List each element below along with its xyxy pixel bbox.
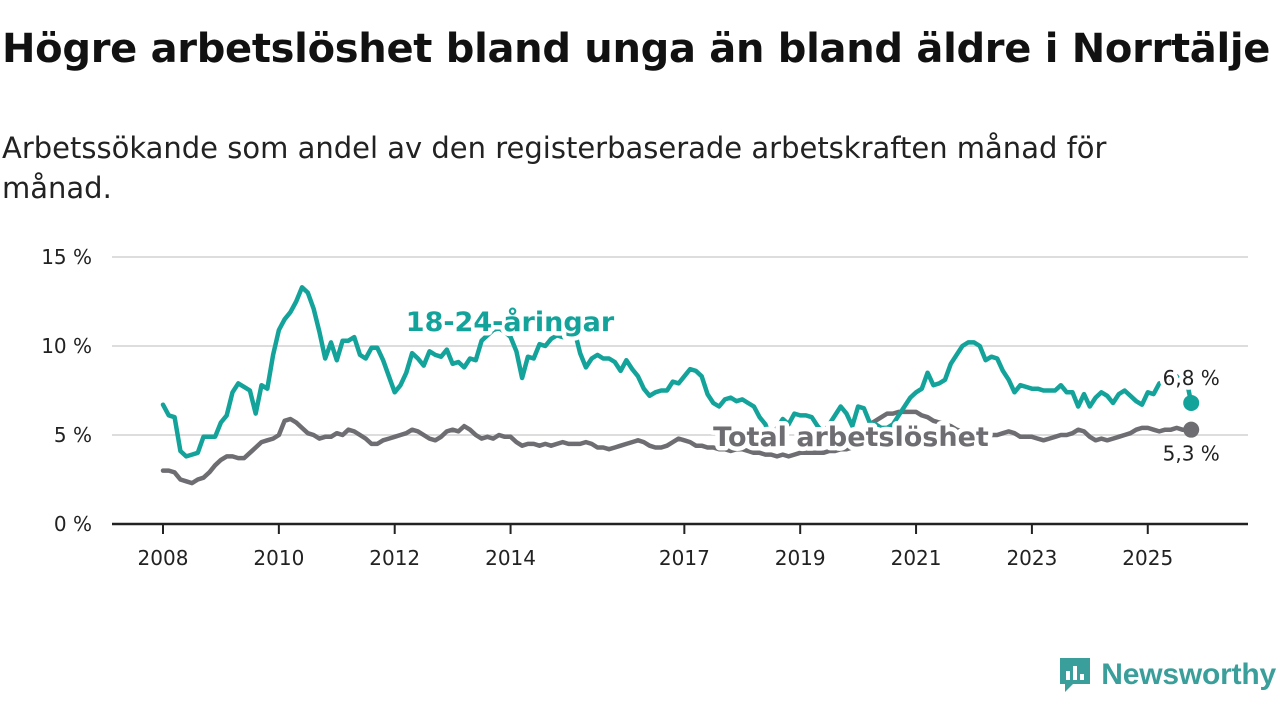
y-tick-label: 10 % — [41, 334, 92, 358]
x-tick-label: 2014 — [485, 546, 536, 570]
y-tick-label: 15 % — [41, 245, 92, 269]
x-axis-ticks: 2008 2010 2012 2014 2017 2019 2021 2023 2025 — [138, 524, 1173, 570]
chart-subtitle: Arbetssökande som andel av den registerb… — [2, 131, 1107, 205]
page-title: Högre arbetslöshet bland unga än bland ä… — [2, 26, 1271, 72]
svg-text:18-24-åringar: 18-24-åringar — [406, 306, 615, 338]
youth-end-point — [1183, 394, 1200, 411]
total-end-value-label: 5,3 %5,3 % — [1158, 437, 1224, 470]
x-tick-label: 2025 — [1122, 546, 1173, 570]
x-tick-label: 2010 — [253, 546, 304, 570]
youth-series-line — [160, 285, 1194, 459]
y-axis-tick-labels: 0 % 5 % 10 % 15 % — [41, 245, 92, 536]
svg-text:Total arbetslöshet: Total arbetslöshet — [713, 422, 989, 453]
svg-text:Total arbetslöshet: Total arbetslöshet — [713, 422, 989, 453]
x-tick-label: 2021 — [891, 546, 942, 570]
newsworthy-brand: Newsworthy — [1057, 656, 1276, 694]
x-tick-label: 2017 — [659, 546, 710, 570]
total-series-line — [160, 409, 1194, 486]
svg-text:6,8 %: 6,8 % — [1163, 366, 1220, 390]
youth-end-value-label: 6,8 %6,8 % — [1158, 361, 1224, 394]
y-tick-label: 0 % — [54, 512, 92, 536]
svg-text:6,8 %: 6,8 % — [1163, 366, 1220, 390]
svg-text:5,3 %: 5,3 % — [1163, 442, 1220, 466]
total-end-point — [1183, 421, 1200, 438]
y-tick-label: 5 % — [54, 423, 92, 447]
newsworthy-logo-icon — [1060, 658, 1091, 692]
svg-text:5,3 %: 5,3 % — [1163, 442, 1220, 466]
svg-text:18-24-åringar: 18-24-åringar — [406, 306, 615, 338]
brand-name: Newsworthy — [1101, 658, 1276, 691]
series-lines — [160, 285, 1200, 486]
x-tick-label: 2012 — [369, 546, 420, 570]
x-tick-label: 2008 — [138, 546, 189, 570]
x-tick-label: 2023 — [1006, 546, 1057, 570]
x-tick-label: 2019 — [775, 546, 826, 570]
